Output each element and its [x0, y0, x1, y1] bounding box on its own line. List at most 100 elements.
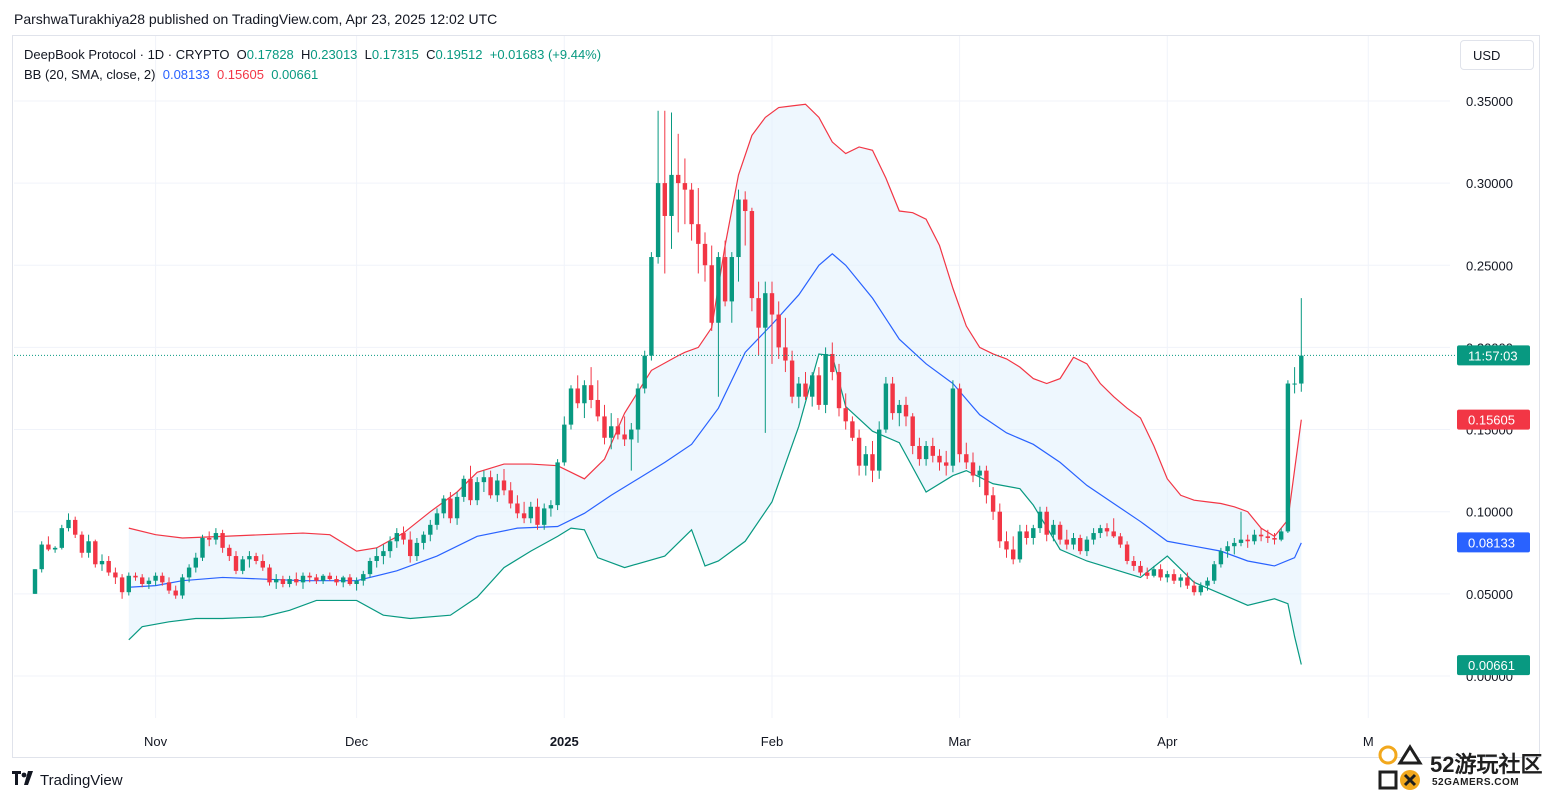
candle[interactable]	[722, 240, 728, 307]
candle[interactable]	[602, 404, 607, 445]
candle[interactable]	[1091, 528, 1096, 545]
candle[interactable]	[39, 541, 44, 573]
candle[interactable]	[655, 110, 661, 264]
candle[interactable]	[749, 207, 755, 312]
candle[interactable]	[1258, 528, 1264, 542]
candle[interactable]	[917, 437, 922, 466]
candle[interactable]	[1031, 524, 1036, 545]
candle[interactable]	[642, 350, 647, 394]
candle[interactable]	[863, 445, 868, 476]
candle[interactable]	[682, 158, 688, 225]
candle[interactable]	[508, 482, 513, 509]
symbol-label[interactable]: DeepBook Protocol · 1D · CRYPTO	[24, 47, 230, 62]
candle[interactable]	[428, 519, 433, 542]
candle[interactable]	[957, 383, 962, 463]
candle[interactable]	[79, 531, 85, 558]
candle[interactable]	[521, 501, 527, 524]
candle[interactable]	[923, 441, 929, 466]
candle[interactable]	[334, 575, 339, 586]
candle[interactable]	[341, 575, 346, 588]
candle[interactable]	[233, 551, 239, 575]
candle[interactable]	[528, 501, 533, 524]
candle[interactable]	[247, 551, 252, 568]
candle[interactable]	[381, 544, 386, 565]
candle[interactable]	[260, 554, 265, 571]
candle[interactable]	[823, 347, 828, 414]
candle[interactable]	[997, 503, 1002, 548]
candle[interactable]	[856, 429, 862, 476]
candle[interactable]	[716, 252, 721, 397]
candle[interactable]	[1245, 534, 1250, 548]
candle[interactable]	[1037, 506, 1043, 534]
candle[interactable]	[475, 477, 480, 506]
candle[interactable]	[515, 495, 520, 519]
candle[interactable]	[1151, 565, 1157, 578]
candle[interactable]	[1185, 572, 1190, 589]
candle[interactable]	[320, 574, 326, 584]
candle[interactable]	[910, 413, 915, 455]
currency-button[interactable]: USD	[1460, 40, 1534, 70]
candle[interactable]	[1084, 536, 1090, 557]
candle[interactable]	[1131, 556, 1136, 571]
candle[interactable]	[1218, 547, 1224, 568]
candle[interactable]	[535, 498, 540, 530]
candle[interactable]	[944, 450, 949, 476]
candle[interactable]	[1205, 577, 1210, 591]
candle[interactable]	[307, 572, 312, 583]
candle[interactable]	[408, 531, 413, 563]
candle[interactable]	[1098, 524, 1103, 538]
bb-indicator-label[interactable]: BB (20, SMA, close, 2)	[24, 67, 156, 82]
candle[interactable]	[314, 574, 319, 584]
candle[interactable]	[253, 552, 259, 565]
candle[interactable]	[729, 252, 734, 323]
candle[interactable]	[200, 534, 205, 561]
tradingview-logo[interactable]: TradingView	[12, 771, 123, 789]
candle[interactable]	[461, 475, 466, 502]
candle[interactable]	[434, 508, 440, 530]
candle[interactable]	[609, 413, 614, 450]
candle[interactable]	[582, 380, 587, 419]
candle[interactable]	[629, 422, 634, 471]
candle[interactable]	[401, 526, 406, 545]
candle[interactable]	[676, 133, 681, 233]
candle[interactable]	[870, 441, 875, 483]
candle[interactable]	[441, 495, 446, 519]
candle[interactable]	[542, 503, 547, 530]
candle[interactable]	[1232, 537, 1237, 555]
candle[interactable]	[347, 574, 353, 586]
candle[interactable]	[354, 577, 359, 591]
candle[interactable]	[1212, 560, 1217, 584]
candle[interactable]	[830, 342, 835, 381]
candle[interactable]	[1057, 521, 1063, 545]
candle[interactable]	[1004, 531, 1009, 558]
candle[interactable]	[180, 574, 185, 599]
candle[interactable]	[374, 547, 379, 568]
candle[interactable]	[803, 372, 808, 400]
candle[interactable]	[662, 110, 667, 274]
candle[interactable]	[1285, 380, 1291, 534]
candle[interactable]	[1252, 529, 1257, 545]
candle[interactable]	[1238, 511, 1244, 547]
candle[interactable]	[769, 281, 775, 364]
candle[interactable]	[796, 376, 801, 409]
candle[interactable]	[1198, 582, 1203, 596]
candle[interactable]	[1138, 560, 1143, 576]
candle[interactable]	[448, 491, 453, 524]
candle[interactable]	[495, 473, 500, 502]
candle[interactable]	[146, 577, 152, 589]
candle[interactable]	[1171, 569, 1177, 584]
candle[interactable]	[776, 301, 781, 359]
candle[interactable]	[287, 575, 292, 588]
candle[interactable]	[850, 416, 855, 442]
candle[interactable]	[327, 572, 332, 581]
candle[interactable]	[964, 442, 969, 469]
candle[interactable]	[756, 281, 761, 356]
candle[interactable]	[421, 531, 426, 550]
candle[interactable]	[555, 459, 560, 511]
candle[interactable]	[990, 487, 996, 520]
candle[interactable]	[836, 363, 842, 417]
candle[interactable]	[99, 554, 105, 571]
candle[interactable]	[1158, 564, 1163, 581]
candle[interactable]	[622, 416, 627, 446]
